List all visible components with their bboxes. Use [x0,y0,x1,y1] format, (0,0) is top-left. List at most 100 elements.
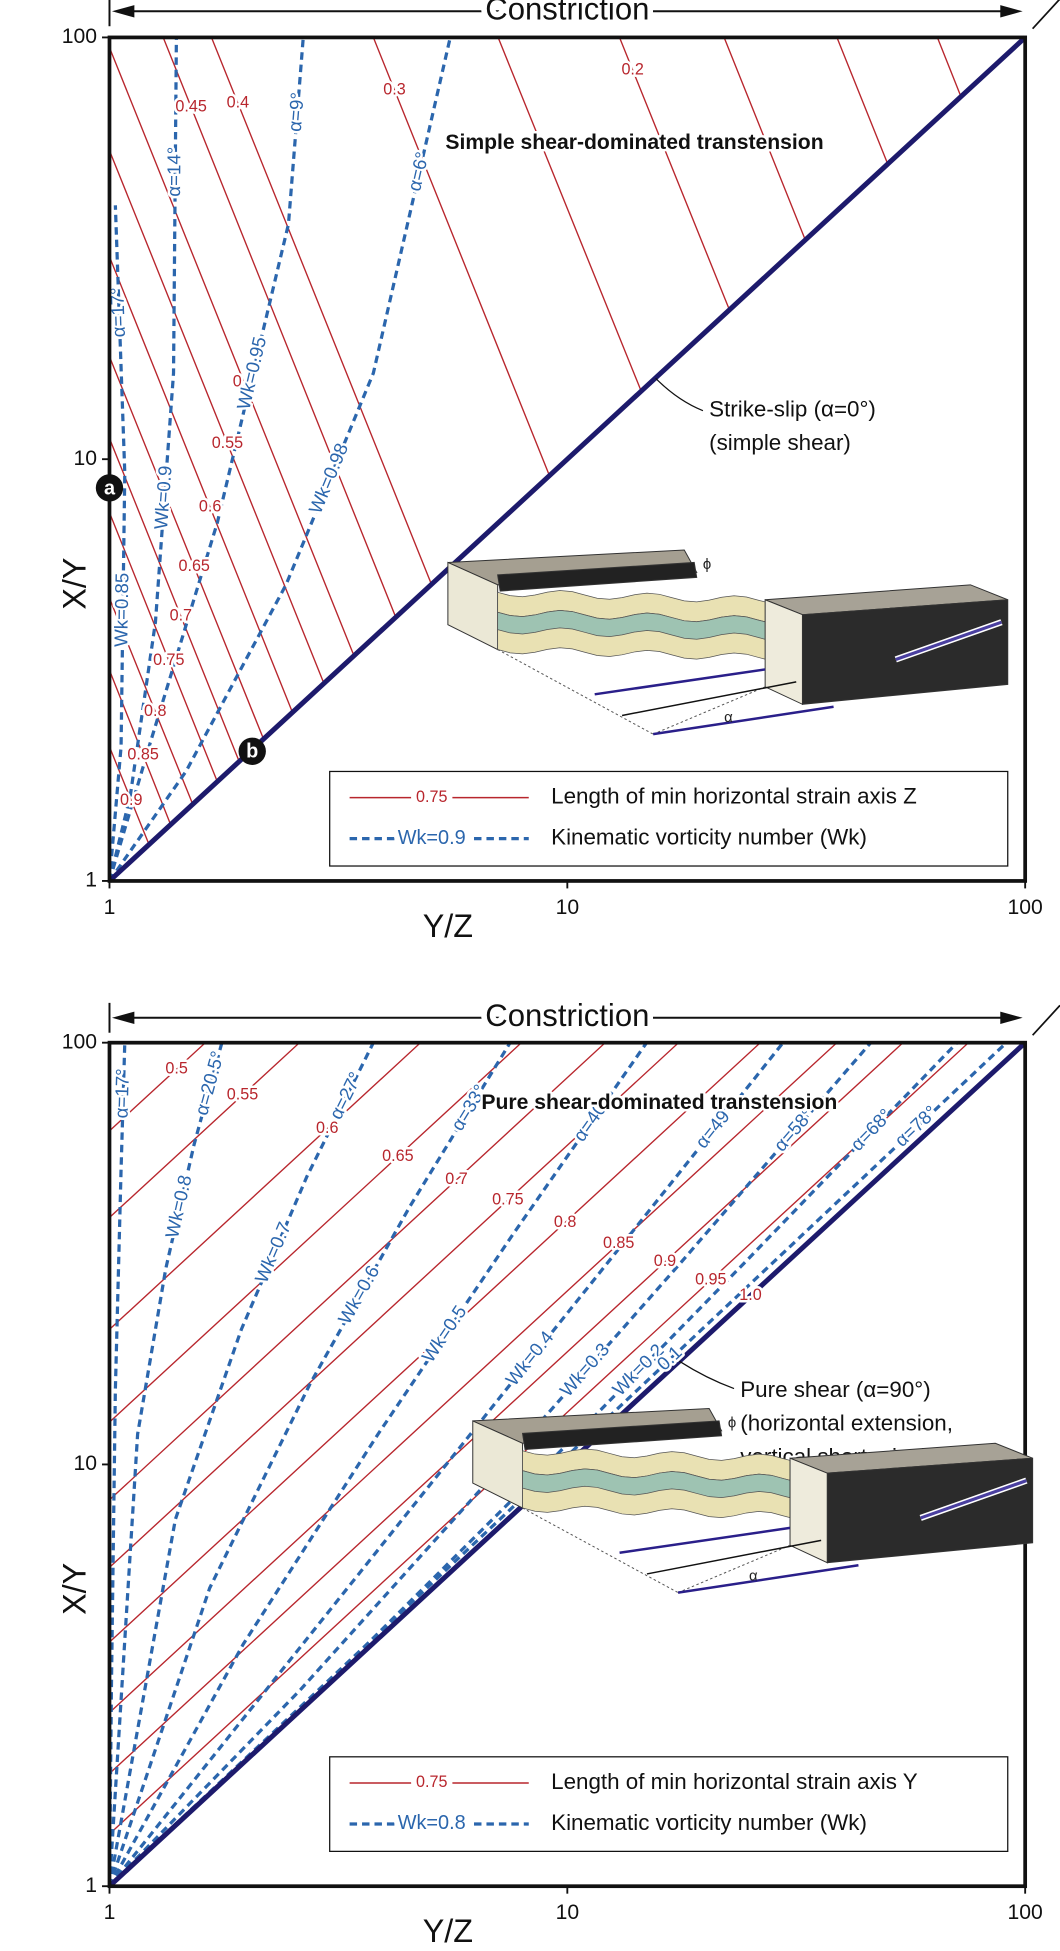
contour-label: 0.65 [178,557,209,575]
contour-label: 0.5 [233,372,255,390]
inset-guide [677,1544,791,1594]
inset-label: ϕ [703,556,711,573]
vorticity-curve [109,1042,375,1887]
inset-label: α [724,709,733,726]
vorticity-curve [109,37,305,881]
contour-label: 0.3 [383,80,405,98]
contour-label: 0.75 [153,651,184,669]
vorticity-curve [109,1042,512,1887]
legend-label: Length of min horizontal strain axis Y [551,1769,918,1794]
vorticity-curve [109,1042,224,1887]
arrow-slash [1031,0,1060,30]
inset-block-strip [521,1420,723,1451]
y-axis-label: X/Y [57,558,93,610]
contour-label: 0.6 [199,498,221,516]
contour-label: 1.0 [739,1286,761,1304]
y-tick-label: 10 [74,447,98,470]
y-tick-label: 100 [62,1030,97,1053]
strain-contour [372,37,551,476]
contour-label: 0.95 [695,1270,726,1288]
region-label: Simple shear-dominated transtension [445,131,823,154]
contour-label: 0.5 [165,1059,187,1077]
inset-block-front [764,599,803,706]
point-label: b [246,741,258,763]
contour-label: 0.85 [127,745,158,763]
contour-label: 0.55 [212,434,243,452]
vorticity-curve [109,1042,127,1887]
contour-label: 0.7 [170,606,192,624]
arrow-slash [1031,1004,1060,1036]
inset-vector [621,681,797,717]
x-axis-label: Y/Z [423,1913,473,1949]
strain-contour [618,37,731,311]
strain-contour [109,1042,680,1568]
inset-block-strip [497,561,698,592]
legend-label: Kinematic vorticity number (Wk) [551,1810,867,1835]
annotation-leader [678,1360,735,1390]
annotation-text: (horizontal extension, [740,1411,953,1436]
legend-box [329,770,1009,867]
contour-label: 0.6 [316,1119,338,1137]
annotation-text: (simple shear) [709,430,851,455]
vorticity-curve [109,1042,648,1887]
inset-label: α [749,1567,758,1584]
inset-vector [677,1563,859,1594]
y-tick-label: 1 [85,869,97,892]
vorticity-curve [109,37,179,881]
strain-contour [723,37,806,241]
contour-label: 0.45 [175,97,206,115]
x-tick-label: 100 [1008,896,1043,919]
inset-guide [652,686,766,735]
contour-label: 0.9 [654,1252,676,1270]
inset-block-side [801,599,1009,705]
strain-contour [109,438,240,762]
contour-label: 0.85 [603,1234,634,1252]
angle-label: α=14° [163,147,184,197]
point-marker [238,737,266,765]
strain-contour [109,256,294,713]
chart-title: Constriction [485,998,649,1033]
angle-label: α=9° [284,91,308,132]
legend-sample: Wk=0.9 [398,827,466,849]
strain-contour [162,37,397,618]
contour-label: 0.4 [227,93,249,111]
y-axis-label: X/Y [57,1563,93,1615]
strain-contour [109,1042,206,1132]
contour-label: 0.65 [382,1147,413,1165]
contour-label: 0.75 [492,1190,523,1208]
contour-label: 0.8 [144,702,166,720]
inset-arrow [920,1479,1027,1520]
legend-sample: 0.75 [416,1773,447,1791]
vorticity-curve [109,205,127,881]
strain-contour [936,37,962,97]
arrow-head [1000,5,1023,18]
plot-area [109,37,962,881]
strain-contour [210,37,433,585]
vorticity-label: Wk=0.85 [110,573,132,647]
chart-title: Constriction [485,0,649,27]
x-tick-label: 10 [556,896,580,919]
vorticity-curve [109,1042,785,1887]
contour-label: 0.8 [554,1213,576,1231]
arrow-head [111,5,135,18]
contour-label: 0.2 [621,60,643,78]
point-marker [95,474,124,502]
strain-contour [836,37,889,165]
inset-arrow [895,620,1003,661]
x-axis-label: Y/Z [423,908,473,944]
inset-vector [619,1526,791,1555]
x-tick-label: 10 [556,1901,580,1924]
contour-label: 0.9 [120,791,142,809]
legend-sample: Wk=0.8 [398,1812,466,1834]
inset-vector [594,668,766,696]
annotation-text: Strike-slip (α=0°) [709,397,876,422]
inset-diagram: ϕα [447,549,1009,736]
inset-vector [646,1539,822,1575]
arrow-head [1000,1011,1023,1025]
y-tick-label: 100 [62,25,97,48]
strain-contour [109,150,325,684]
strain-contour [497,37,642,392]
plot-area [109,1042,1026,1887]
